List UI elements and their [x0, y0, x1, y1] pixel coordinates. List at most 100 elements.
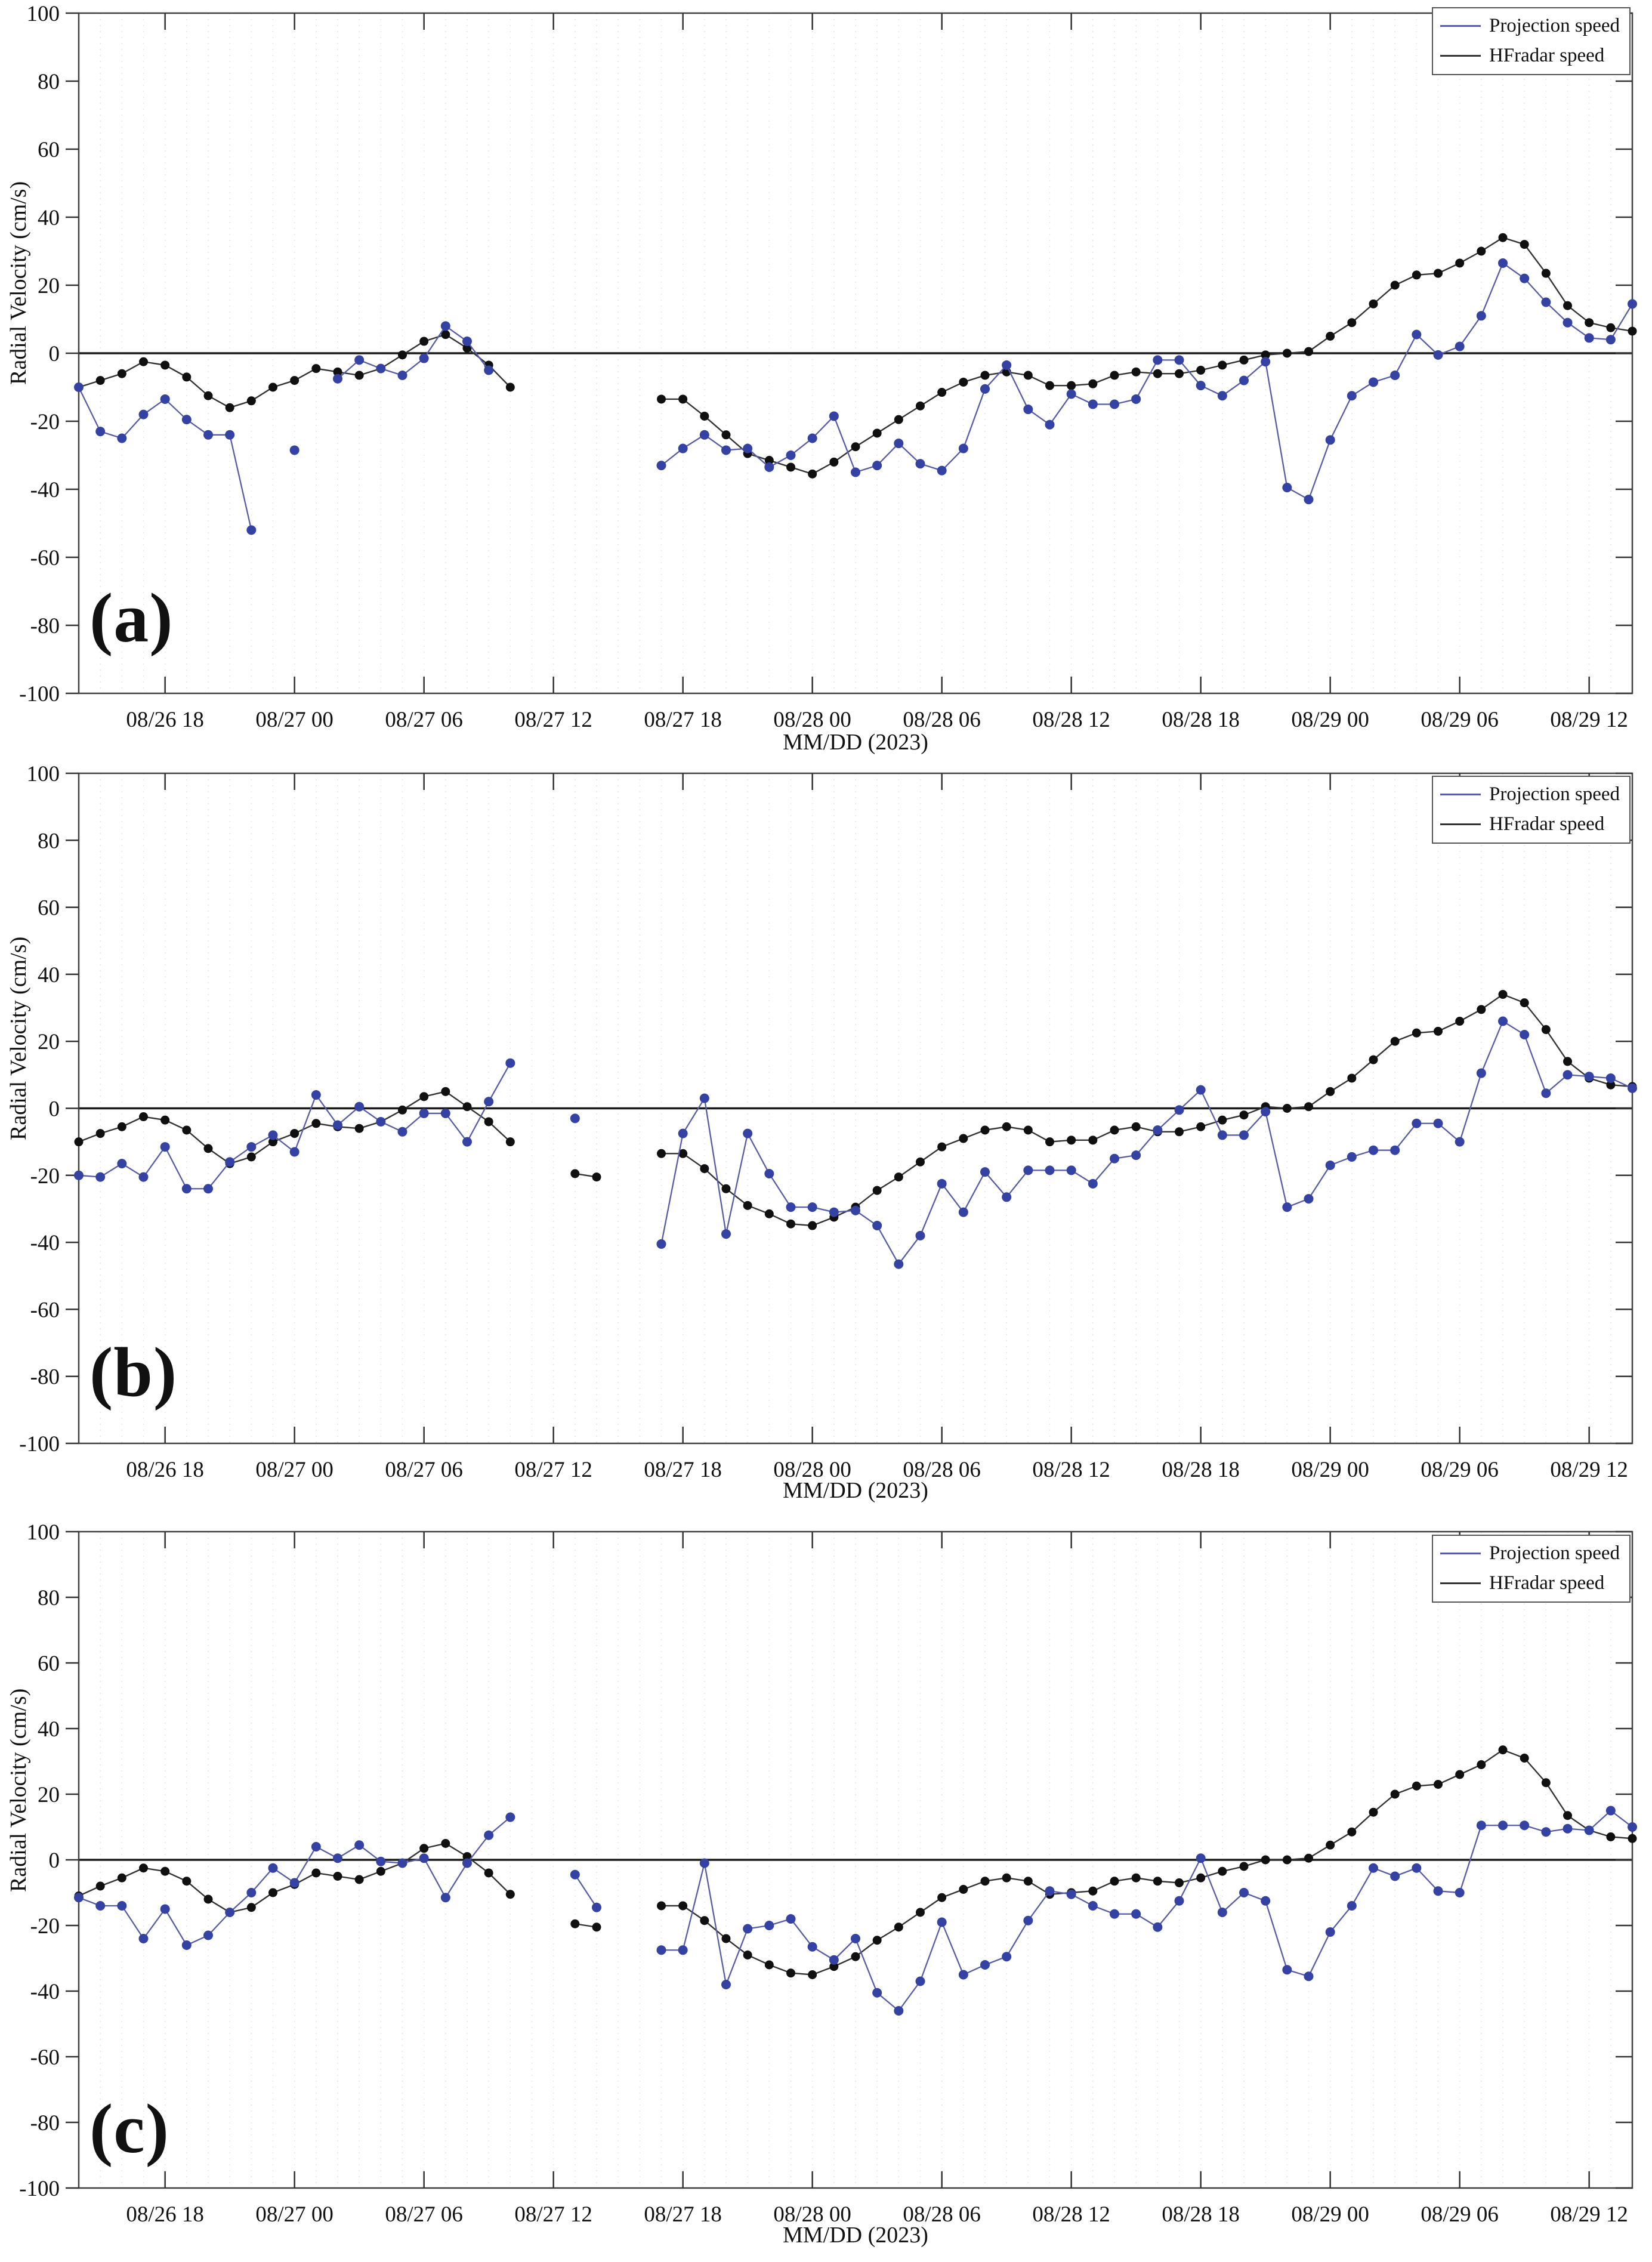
y-tick-label: 40	[38, 963, 60, 987]
hfradar-point	[1498, 233, 1508, 242]
projection-point	[1088, 1901, 1098, 1911]
hfradar-point	[1520, 998, 1529, 1008]
projection-point	[1628, 299, 1637, 309]
hfradar-point	[1326, 1087, 1335, 1096]
projection-point	[1520, 1029, 1530, 1039]
hfradar-point	[1585, 318, 1594, 328]
y-tick-label: 0	[49, 1849, 60, 1873]
hfradar-point	[570, 1919, 580, 1928]
y-tick-label: -60	[30, 1298, 60, 1322]
projection-point	[1045, 419, 1055, 430]
hfradar-point	[354, 371, 364, 380]
projection-point	[1131, 1150, 1141, 1161]
projection-point	[570, 1113, 580, 1124]
hfradar-point	[484, 1117, 493, 1127]
hfradar-point	[743, 1201, 752, 1210]
hfradar-point	[592, 1172, 601, 1182]
x-tick-label: 08/28 06	[903, 1458, 981, 1482]
hfradar-point	[1390, 1789, 1400, 1799]
x-tick-label: 08/28 12	[1032, 2202, 1110, 2227]
x-tick-label: 08/28 12	[1032, 1458, 1110, 1482]
x-tick-label: 08/26 18	[126, 708, 204, 732]
hfradar-point	[1153, 369, 1162, 378]
projection-point	[678, 1945, 688, 1955]
projection-point	[225, 430, 235, 440]
y-tick-label: -80	[30, 614, 60, 638]
projection-point	[764, 462, 774, 472]
hfradar-point	[1002, 1122, 1011, 1131]
projection-point	[484, 365, 494, 375]
projection-point	[1498, 258, 1508, 268]
legend-label: HFradar speed	[1489, 44, 1605, 66]
projection-point	[1066, 1165, 1076, 1175]
hfradar-point	[1412, 1028, 1421, 1038]
hfradar-point	[268, 1137, 277, 1147]
hfradar-point	[1196, 1873, 1206, 1883]
projection-point	[1476, 1068, 1486, 1078]
hfradar-point	[980, 1125, 990, 1135]
hfradar-point	[1563, 1057, 1572, 1066]
projection-point	[397, 1127, 407, 1137]
legend-label: Projection speed	[1489, 783, 1620, 805]
projection-point	[1045, 1886, 1055, 1896]
projection-point	[743, 1924, 753, 1934]
hfradar-point	[95, 1129, 105, 1138]
projection-line	[660, 262, 1633, 501]
hfradar-point	[1326, 332, 1335, 341]
projection-point	[656, 1945, 666, 1955]
hfradar-point	[160, 1866, 170, 1876]
hfradar-point	[441, 330, 450, 340]
projection-point	[117, 1901, 127, 1911]
hfradar-point	[1218, 1866, 1227, 1876]
projection-point	[1584, 1825, 1594, 1835]
hfradar-point	[225, 403, 234, 412]
projection-point	[678, 443, 688, 453]
x-tick-label: 08/28 00	[773, 708, 851, 732]
hfradar-point	[1434, 269, 1443, 278]
x-tick-label: 08/29 00	[1291, 2202, 1369, 2227]
projection-point	[1412, 329, 1422, 340]
hfradar-point	[1196, 1122, 1206, 1131]
hfradar-point	[894, 1172, 903, 1182]
projection-point	[1217, 391, 1227, 401]
hfradar-point	[1110, 1877, 1119, 1886]
projection-point	[74, 1893, 84, 1903]
y-tick-label: -20	[30, 1914, 60, 1939]
hfradar-point	[139, 1863, 148, 1873]
y-tick-label: 20	[38, 1783, 60, 1807]
projection-point	[980, 1960, 990, 1970]
projection-point	[592, 1902, 601, 1912]
hfradar-point	[1175, 369, 1184, 378]
projection-point	[333, 1120, 342, 1130]
projection-point	[1628, 1083, 1637, 1093]
projection-point	[1304, 1194, 1314, 1204]
hfradar-point	[1541, 269, 1551, 278]
x-tick-label: 08/27 18	[644, 2202, 722, 2227]
y-tick-label: 100	[27, 762, 60, 786]
hfradar-point	[1628, 326, 1637, 336]
hfradar-point	[1218, 1115, 1227, 1125]
hfradar-point	[764, 1960, 774, 1970]
legend-item-hfradar: HFradar speed	[1440, 43, 1620, 68]
projection-point	[117, 433, 127, 443]
hfradar-point	[1347, 1073, 1357, 1083]
projection-point	[807, 433, 817, 443]
hfradar-point	[1218, 360, 1227, 370]
projection-point	[246, 1142, 257, 1152]
hfradar-point	[203, 391, 213, 400]
projection-point	[1045, 1165, 1055, 1175]
projection-point	[915, 1230, 925, 1240]
projection-point	[1002, 1192, 1012, 1202]
x-tick-label: 08/28 12	[1032, 708, 1110, 732]
hfradar-point	[1304, 1853, 1313, 1863]
projection-point	[829, 1207, 839, 1217]
hfradar-point	[700, 1164, 709, 1174]
projection-point	[980, 384, 990, 394]
y-tick-label: -100	[19, 682, 60, 706]
y-tick-label: -20	[30, 1164, 60, 1189]
projection-point	[505, 1812, 515, 1822]
projection-point	[1605, 1073, 1616, 1083]
hfradar-point	[117, 1122, 126, 1131]
hfradar-point	[1175, 1878, 1184, 1887]
projection-point	[1412, 1118, 1422, 1128]
